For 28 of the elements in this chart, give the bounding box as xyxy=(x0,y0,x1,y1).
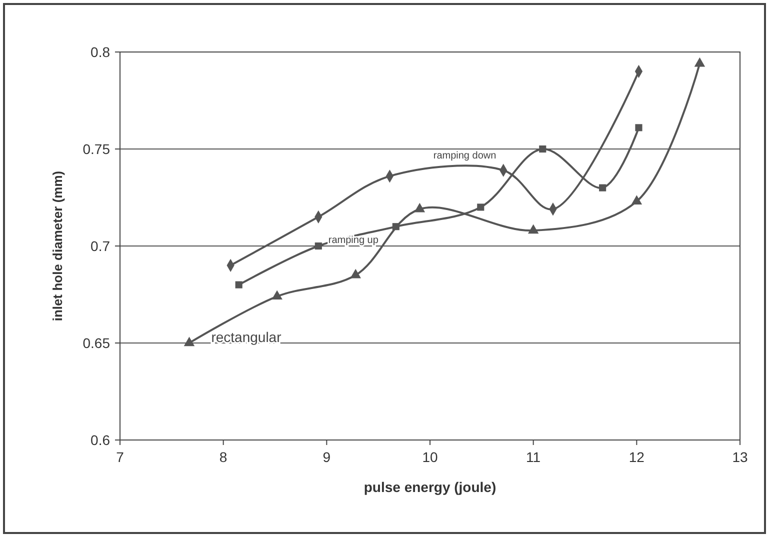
point xyxy=(235,281,242,288)
y-axis-title: inlet hole diameter (mm) xyxy=(50,170,65,322)
x-tick-label: 10 xyxy=(422,449,438,465)
point xyxy=(635,124,642,132)
x-tick-label: 7 xyxy=(116,449,124,465)
x-tick-label: 8 xyxy=(219,449,228,465)
x-tick-label: 13 xyxy=(732,449,748,465)
y-tick-label: 0.7 xyxy=(90,238,110,254)
x-tick-label: 11 xyxy=(526,449,541,465)
point xyxy=(314,242,322,250)
x-tick-label: 12 xyxy=(628,449,645,465)
annotation: rectangular xyxy=(211,329,282,345)
point xyxy=(528,224,539,234)
point xyxy=(539,145,546,153)
point xyxy=(350,268,361,278)
point xyxy=(631,195,642,204)
y-tick-label: 0.6 xyxy=(90,432,110,448)
y-tick-label: 0.8 xyxy=(90,44,110,60)
x-tick-label: 9 xyxy=(322,449,331,465)
annotation: ramping down xyxy=(433,150,496,162)
x-axis-title: pulse energy (joule) xyxy=(364,479,496,495)
point xyxy=(414,202,426,212)
point xyxy=(477,204,484,211)
point xyxy=(184,336,195,346)
point xyxy=(272,290,282,300)
point xyxy=(599,184,606,192)
y-tick-label: 0.65 xyxy=(82,335,110,351)
y-tick-label: 0.75 xyxy=(82,141,110,157)
